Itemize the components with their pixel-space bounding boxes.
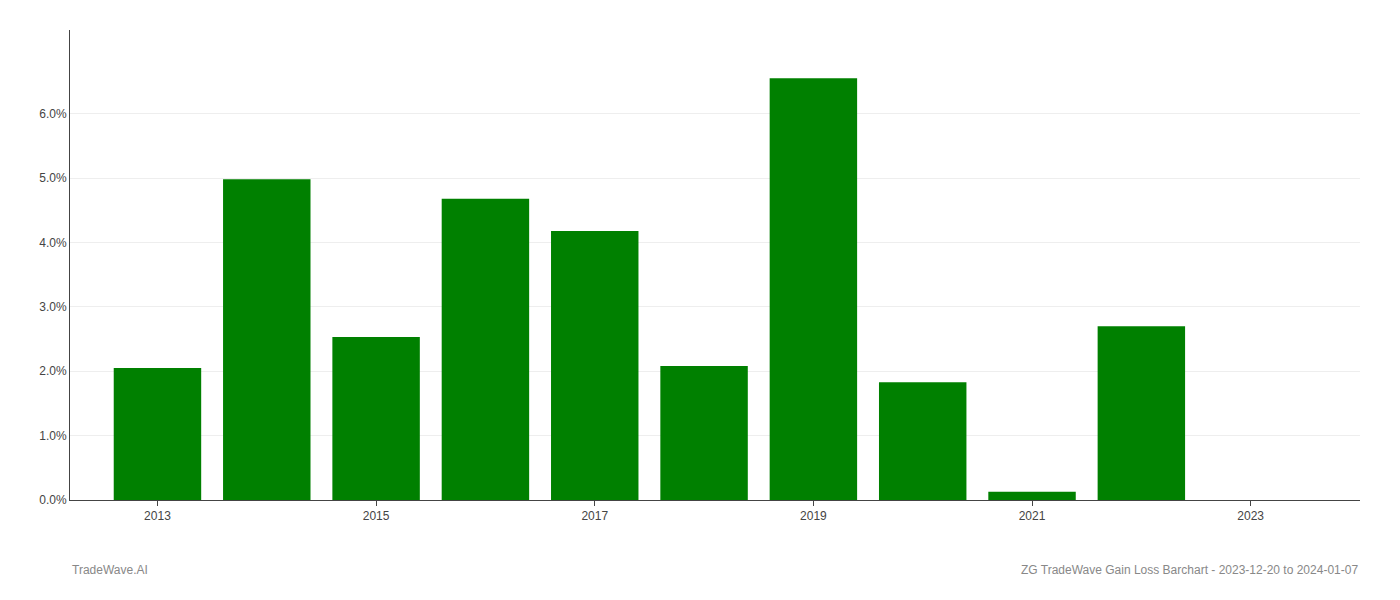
svg-text:2021: 2021: [1019, 509, 1046, 523]
svg-text:2023: 2023: [1237, 509, 1264, 523]
svg-text:TradeWave.AI: TradeWave.AI: [72, 563, 148, 577]
svg-text:2015: 2015: [363, 509, 390, 523]
svg-text:3.0%: 3.0%: [39, 300, 67, 314]
svg-text:2.0%: 2.0%: [39, 364, 67, 378]
svg-text:ZG TradeWave Gain Loss Barchar: ZG TradeWave Gain Loss Barchart - 2023-1…: [1021, 563, 1358, 577]
svg-text:1.0%: 1.0%: [39, 429, 67, 443]
svg-text:6.0%: 6.0%: [39, 107, 67, 121]
svg-text:5.0%: 5.0%: [39, 171, 67, 185]
svg-text:0.0%: 0.0%: [39, 493, 67, 507]
svg-text:2017: 2017: [581, 509, 608, 523]
svg-text:2013: 2013: [144, 509, 171, 523]
svg-text:2019: 2019: [800, 509, 827, 523]
svg-text:4.0%: 4.0%: [39, 236, 67, 250]
